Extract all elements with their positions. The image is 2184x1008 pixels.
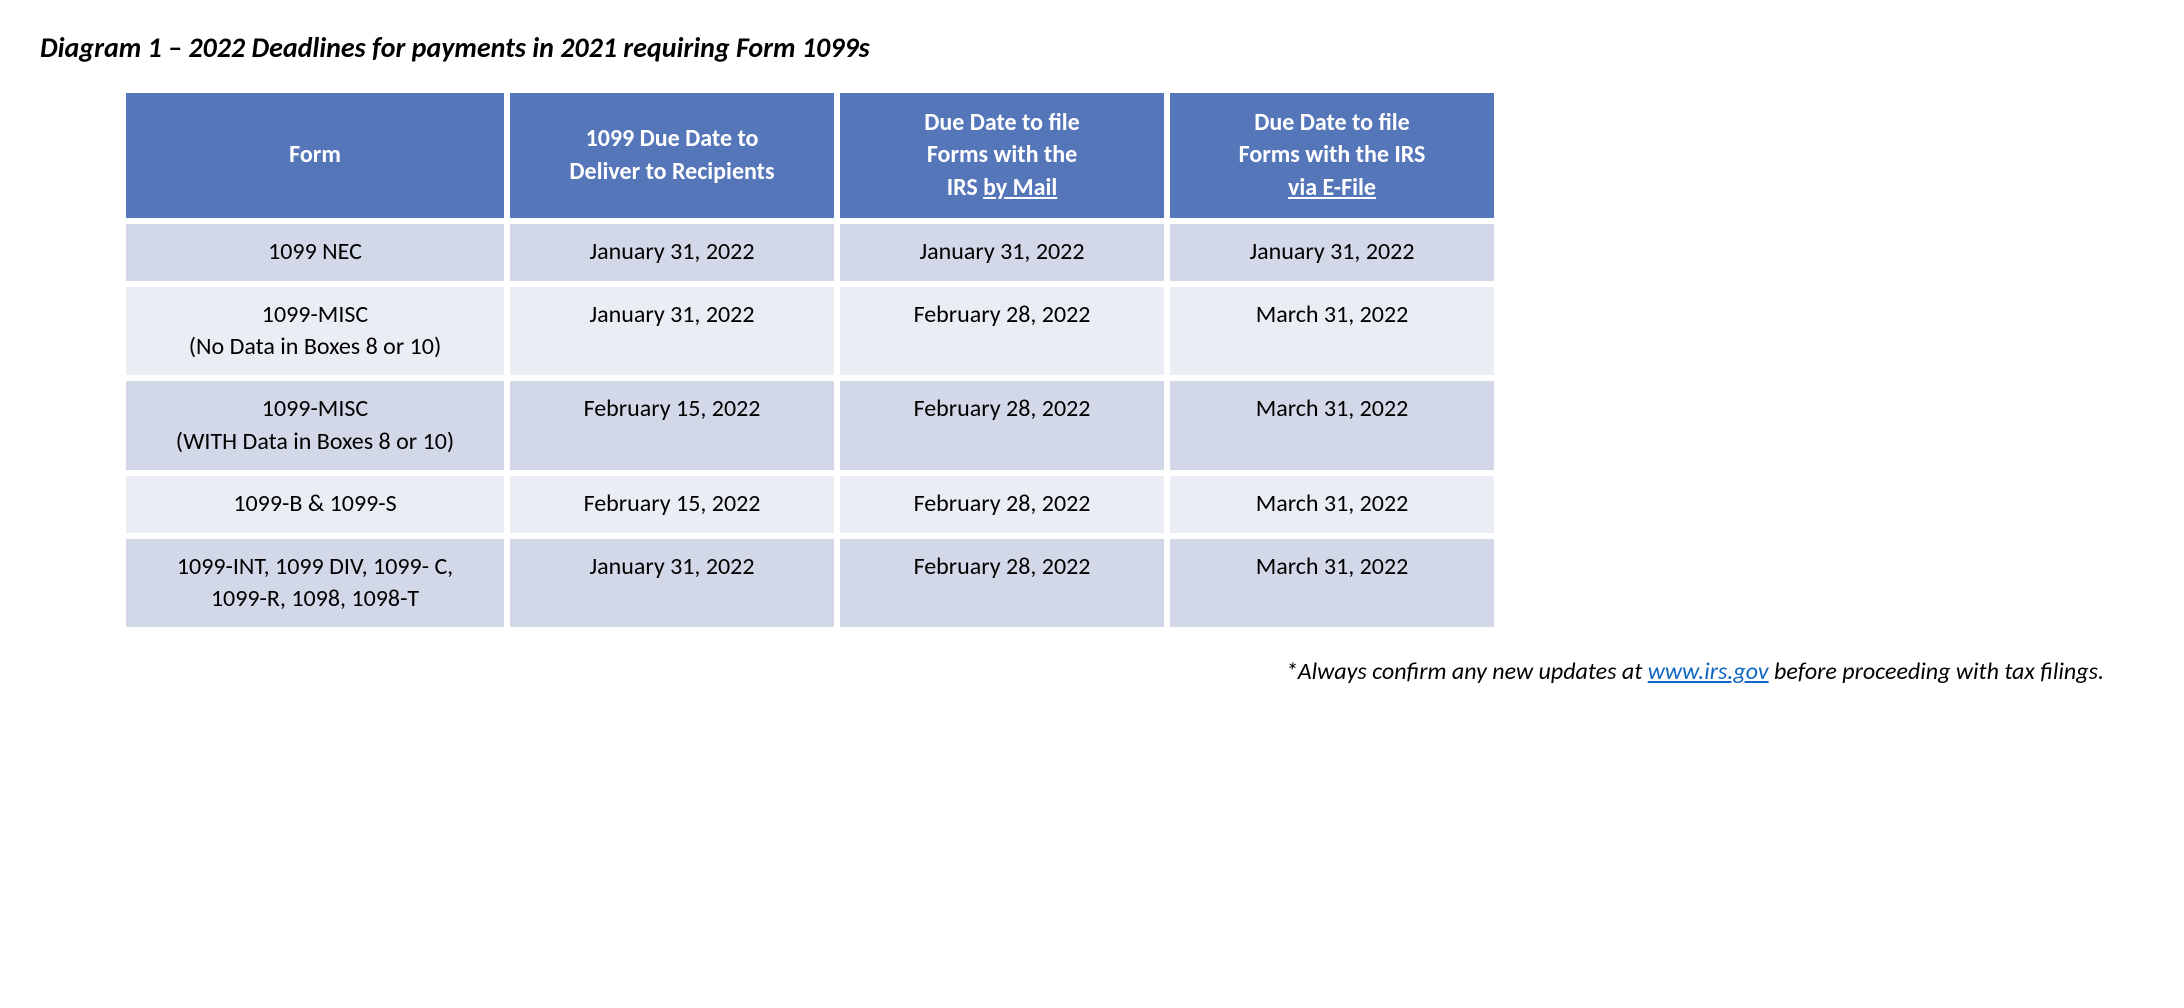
table-row: 1099 NEC January 31, 2022 January 31, 20… (126, 224, 1494, 280)
col-header-text: Deliver to Recipients (569, 157, 774, 186)
cell-recipients: January 31, 2022 (510, 224, 834, 280)
cell-recipients: January 31, 2022 (510, 287, 834, 376)
cell-mail: February 28, 2022 (840, 287, 1164, 376)
table-row: 1099-MISC (No Data in Boxes 8 or 10) Jan… (126, 287, 1494, 376)
cell-form: 1099-MISC (WITH Data in Boxes 8 or 10) (126, 381, 504, 470)
cell-efile: March 31, 2022 (1170, 381, 1494, 470)
cell-form-sub: 1099-R, 1098, 1098-T (144, 583, 486, 615)
deadlines-table: Form 1099 Due Date to Deliver to Recipie… (120, 87, 1500, 633)
footnote-suffix: before proceeding with tax filings. (1769, 657, 2104, 686)
footnote: *Always confirm any new updates at www.i… (40, 657, 2144, 686)
cell-form: 1099-MISC (No Data in Boxes 8 or 10) (126, 287, 504, 376)
cell-mail: February 28, 2022 (840, 539, 1164, 628)
cell-recipients: February 15, 2022 (510, 476, 834, 532)
cell-recipients: February 15, 2022 (510, 381, 834, 470)
table-row: 1099-INT, 1099 DIV, 1099- C, 1099-R, 109… (126, 539, 1494, 628)
cell-form-main: 1099-MISC (262, 394, 368, 423)
cell-efile: March 31, 2022 (1170, 539, 1494, 628)
col-header-text: Due Date to file (1254, 108, 1410, 137)
table-header-row: Form 1099 Due Date to Deliver to Recipie… (126, 93, 1494, 218)
table-row: 1099-MISC (WITH Data in Boxes 8 or 10) F… (126, 381, 1494, 470)
col-header-mail: Due Date to file Forms with the IRS by M… (840, 93, 1164, 218)
cell-form-main: 1099-INT, 1099 DIV, 1099- C, (177, 552, 453, 581)
col-header-underline: via E-File (1288, 173, 1376, 202)
col-header-underline: by Mail (983, 173, 1057, 202)
col-header-text: Forms with the (927, 140, 1077, 169)
cell-mail: February 28, 2022 (840, 476, 1164, 532)
cell-form: 1099-B & 1099-S (126, 476, 504, 532)
col-header-text: Form (289, 140, 341, 169)
cell-mail: January 31, 2022 (840, 224, 1164, 280)
cell-form-sub: (WITH Data in Boxes 8 or 10) (144, 426, 486, 458)
footnote-prefix: *Always confirm any new updates at (1286, 657, 1648, 686)
cell-recipients: January 31, 2022 (510, 539, 834, 628)
cell-efile: March 31, 2022 (1170, 287, 1494, 376)
cell-efile: March 31, 2022 (1170, 476, 1494, 532)
col-header-text: Due Date to file (924, 108, 1080, 137)
col-header-text: 1099 Due Date to (586, 124, 759, 153)
cell-form: 1099 NEC (126, 224, 504, 280)
cell-form: 1099-INT, 1099 DIV, 1099- C, 1099-R, 109… (126, 539, 504, 628)
col-header-recipients: 1099 Due Date to Deliver to Recipients (510, 93, 834, 218)
footnote-link[interactable]: www.irs.gov (1648, 657, 1769, 686)
cell-form-sub: (No Data in Boxes 8 or 10) (144, 331, 486, 363)
col-header-form: Form (126, 93, 504, 218)
col-header-efile: Due Date to file Forms with the IRS via … (1170, 93, 1494, 218)
diagram-caption: Diagram 1 – 2022 Deadlines for payments … (40, 30, 2144, 65)
col-header-text: IRS (947, 173, 983, 202)
cell-form-main: 1099-MISC (262, 300, 368, 329)
cell-efile: January 31, 2022 (1170, 224, 1494, 280)
table-container: Form 1099 Due Date to Deliver to Recipie… (40, 87, 2144, 633)
col-header-text: Forms with the IRS (1239, 140, 1426, 169)
table-row: 1099-B & 1099-S February 15, 2022 Februa… (126, 476, 1494, 532)
cell-mail: February 28, 2022 (840, 381, 1164, 470)
